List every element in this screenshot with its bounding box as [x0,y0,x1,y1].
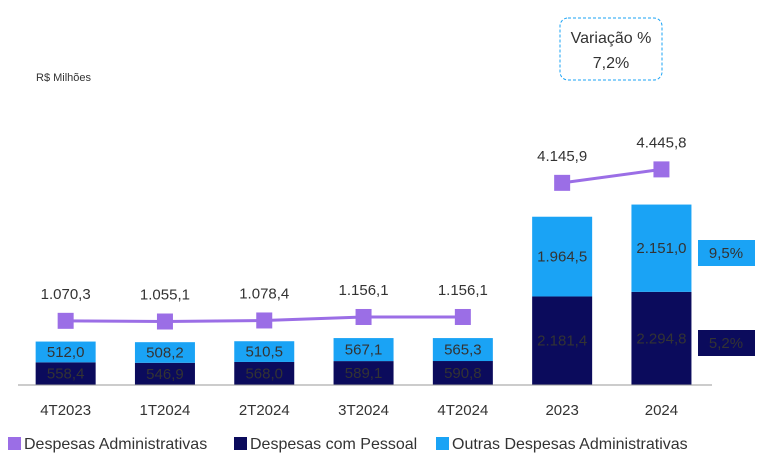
variation-box [559,17,663,81]
side-label-box [698,330,755,356]
bar-segment [432,361,493,385]
value-label: 2.151,0 [636,240,686,257]
bar-segment [134,362,195,385]
bar-segment [631,291,692,385]
bar-segment [333,361,394,385]
line-label: 1.156,1 [438,282,488,299]
x-tick-label: 2T2024 [239,402,290,419]
variation-title: Variação % [571,30,652,47]
value-label: 2.294,8 [636,330,686,347]
line-marker [156,313,173,330]
line-label: 1.055,1 [140,286,190,303]
value-label: 510,5 [245,344,283,361]
x-tick-label: 4T2024 [437,402,488,419]
line-label: 1.078,4 [239,285,289,302]
side-label: 9,5% [709,245,743,262]
line-marker [57,312,74,329]
x-tick-label: 3T2024 [338,402,389,419]
bar-segment [35,341,96,363]
legend-label: Despesas com Pessoal [250,436,417,453]
value-label: 546,9 [146,366,184,383]
x-tick-label: 2023 [545,402,578,419]
legend-swatch [436,437,449,450]
side-label: 5,2% [709,335,743,352]
line-marker [554,174,571,191]
line-label: 4.145,9 [537,148,587,165]
value-label: 590,8 [444,365,482,382]
value-label: 512,0 [47,344,85,361]
bar-segment [234,361,295,385]
legend-swatch [234,437,247,450]
unit-label: R$ Milhões [36,72,92,84]
line-label: 1.070,3 [41,286,91,303]
value-label: 558,4 [47,366,85,383]
line-marker [454,308,471,325]
value-label: 568,0 [245,365,283,382]
legend-swatch [8,437,21,450]
bar-segment [234,341,295,362]
value-label: 1.964,5 [537,249,587,266]
bar-segment [532,296,593,385]
value-label: 589,1 [345,365,383,382]
line-marker [256,312,273,329]
bar-segment [333,338,394,362]
x-tick-label: 2024 [645,402,678,419]
value-label: 508,2 [146,344,184,361]
value-label: 565,3 [444,342,482,359]
x-tick-label: 4T2023 [40,402,91,419]
line-marker [355,308,372,325]
side-label-box [698,240,755,266]
legend-label: Outras Despesas Administrativas [452,436,688,453]
x-tick-label: 1T2024 [140,402,191,419]
line-label: 1.156,1 [339,282,389,299]
line-marker [653,161,670,178]
variation-value: 7,2% [593,55,629,72]
bar-segment [631,204,692,292]
legend-label: Despesas Administrativas [24,436,207,453]
line-label: 4.445,8 [636,134,686,151]
value-label: 567,1 [345,342,383,359]
bar-segment [532,216,593,297]
bar-segment [35,362,96,385]
value-label: 2.181,4 [537,333,587,350]
bar-segment [134,342,195,363]
bar-segment [432,338,493,362]
